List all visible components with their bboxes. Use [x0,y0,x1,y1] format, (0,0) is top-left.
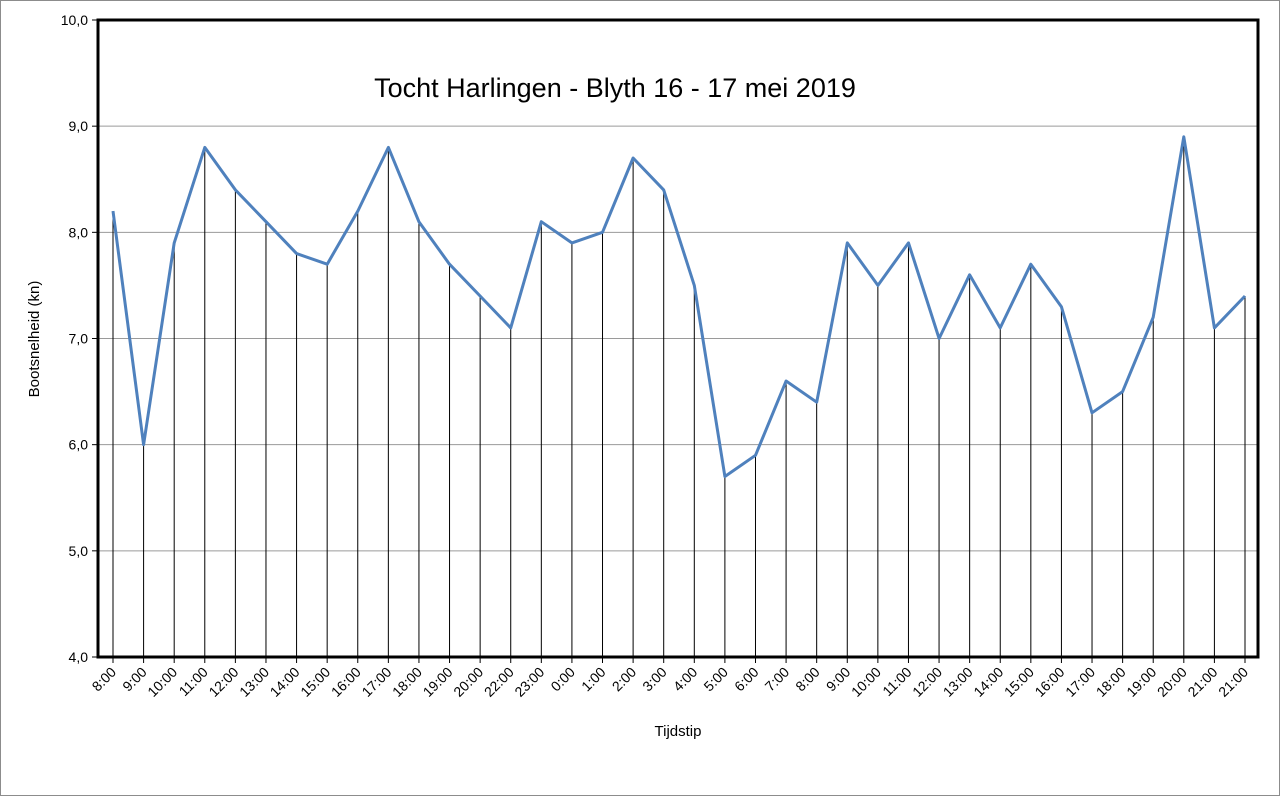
x-tick-label: 10:00 [848,664,884,700]
y-axis-title: Bootsnelheid (kn) [26,281,43,398]
y-axis-ticks: 4,0 5,0 6,0 7,0 8,0 9,0 10,0 [61,12,98,665]
chart-title: Tocht Harlingen - Blyth 16 - 17 mei 2019 [374,73,856,103]
x-tick-label: 12:00 [909,664,945,700]
x-tick-label: 14:00 [267,664,303,700]
x-tick-label: 11:00 [879,664,915,700]
x-tick-label: 10:00 [144,664,180,700]
x-tick-label: 16:00 [328,664,364,700]
y-tick-label: 5,0 [69,543,89,559]
x-tick-label: 0:00 [547,664,578,695]
x-tick-label: 19:00 [1123,664,1159,700]
x-tick-label: 17:00 [358,664,394,700]
series-line [111,135,1247,478]
x-tick-label: 19:00 [420,664,456,700]
x-tick-label: 22:00 [481,664,517,700]
y-tick-label: 9,0 [69,118,89,134]
x-tick-label: 6:00 [731,664,762,695]
x-tick-label: 1:00 [578,664,609,695]
x-tick-label: 23:00 [511,664,547,700]
x-tick-label: 13:00 [236,664,272,700]
x-tick-label: 17:00 [1062,664,1098,700]
x-tick-label: 20:00 [1154,664,1190,700]
y-tick-label: 6,0 [69,437,89,453]
y-tick-label: 7,0 [69,331,89,347]
x-tick-label: 16:00 [1031,664,1067,700]
x-tick-label: 4:00 [670,664,701,695]
x-tick-label: 18:00 [1093,664,1129,700]
x-tick-label: 12:00 [205,664,241,700]
y-tick-label: 8,0 [69,224,89,240]
x-tick-label: 14:00 [970,664,1006,700]
x-tick-label: 21:00 [1184,664,1220,700]
x-tick-label: 13:00 [940,664,976,700]
x-tick-label: 7:00 [762,664,793,695]
drop-lines [112,136,1246,657]
x-tick-label: 5:00 [700,664,731,695]
x-tick-label: 18:00 [389,664,425,700]
x-tick-label: 11:00 [176,664,212,700]
y-tick-label: 4,0 [69,649,89,665]
x-tick-label: 20:00 [450,664,486,700]
x-tick-label: 2:00 [609,664,640,695]
x-tick-label: 8:00 [792,664,823,695]
x-tick-label: 3:00 [639,664,670,695]
x-tick-label: 8:00 [89,664,120,695]
y-tick-label: 10,0 [61,12,88,28]
x-tick-label: 21:00 [1215,664,1251,700]
x-axis-ticks: 8:00 9:0010:0011:0012:0013:0014:0015:0016… [89,657,1251,700]
x-axis-title: Tijdstip [655,723,702,740]
x-tick-label: 15:00 [297,664,333,700]
x-tick-label: 15:00 [1001,664,1037,700]
